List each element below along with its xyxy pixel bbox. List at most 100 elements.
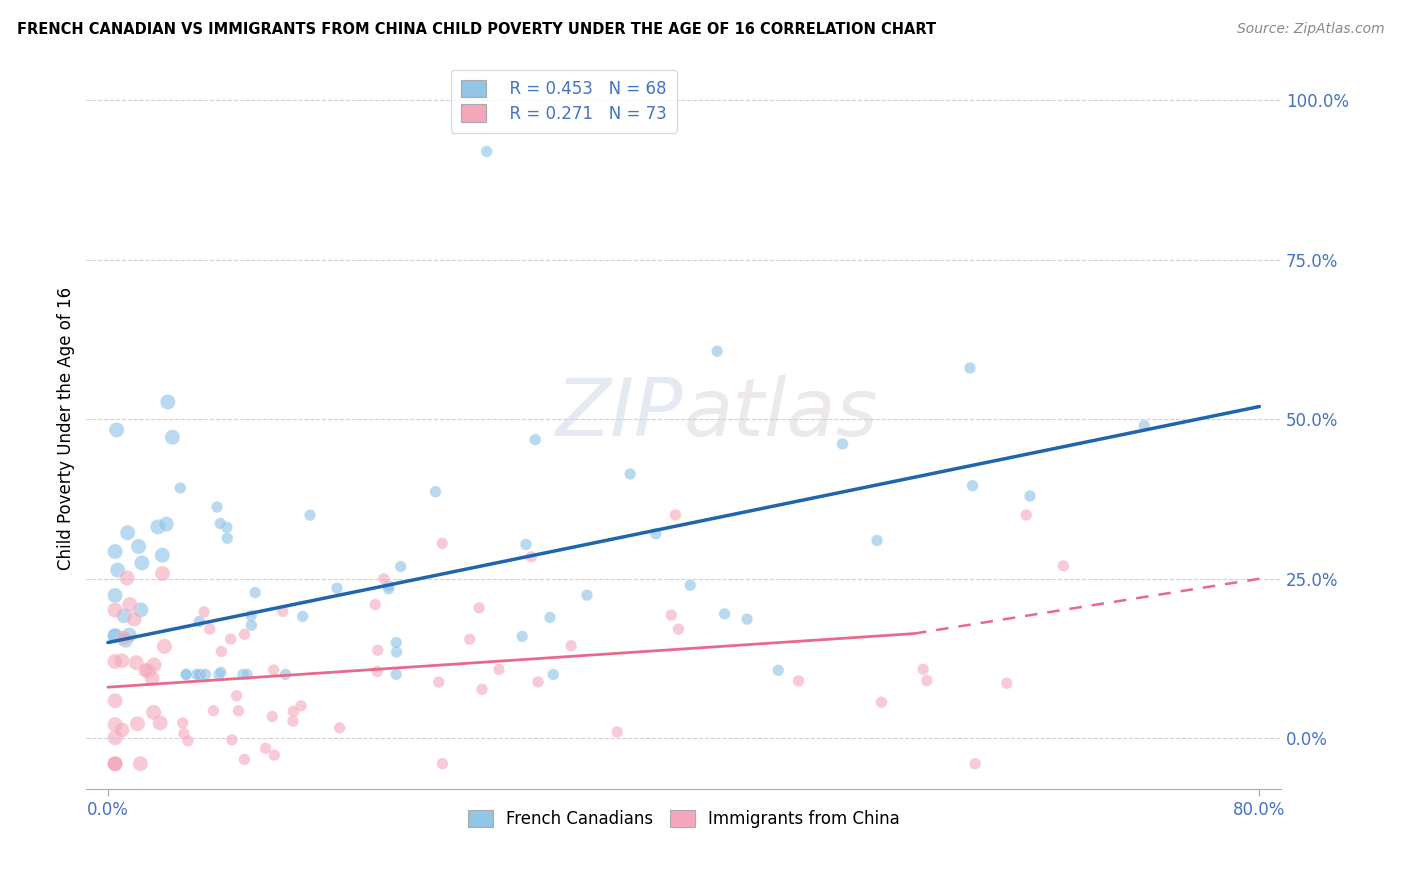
Point bbox=[104, 756, 127, 771]
Point bbox=[240, 618, 263, 632]
Point bbox=[169, 481, 191, 495]
Point bbox=[233, 752, 256, 766]
Text: atlas: atlas bbox=[683, 376, 879, 453]
Point bbox=[1019, 489, 1042, 503]
Point bbox=[915, 673, 938, 688]
Point bbox=[172, 715, 194, 730]
Point bbox=[129, 756, 152, 771]
Point bbox=[104, 603, 127, 617]
Point bbox=[377, 582, 399, 596]
Point bbox=[520, 549, 543, 564]
Point bbox=[104, 589, 127, 603]
Point bbox=[385, 645, 408, 659]
Point bbox=[965, 756, 987, 771]
Point bbox=[208, 667, 231, 681]
Point bbox=[104, 654, 127, 668]
Point bbox=[1133, 418, 1156, 433]
Point bbox=[141, 671, 163, 685]
Point bbox=[209, 644, 232, 658]
Point bbox=[142, 706, 165, 720]
Point bbox=[271, 604, 294, 618]
Point bbox=[527, 674, 550, 689]
Point bbox=[118, 628, 141, 642]
Point bbox=[560, 639, 582, 653]
Point bbox=[326, 581, 349, 595]
Point bbox=[524, 433, 547, 447]
Point bbox=[254, 741, 277, 756]
Point bbox=[263, 748, 285, 763]
Point bbox=[912, 662, 935, 676]
Point bbox=[290, 698, 312, 713]
Point bbox=[122, 612, 145, 626]
Point bbox=[112, 631, 135, 645]
Point bbox=[735, 612, 758, 626]
Point bbox=[153, 640, 176, 654]
Point bbox=[193, 605, 215, 619]
Point bbox=[427, 675, 450, 690]
Legend: French Canadians, Immigrants from China: French Canadians, Immigrants from China bbox=[461, 804, 907, 835]
Point bbox=[105, 423, 128, 437]
Point bbox=[186, 667, 208, 681]
Point bbox=[188, 615, 211, 629]
Point bbox=[866, 533, 889, 548]
Point bbox=[432, 536, 454, 550]
Point bbox=[281, 714, 304, 728]
Point bbox=[664, 508, 686, 522]
Point bbox=[131, 556, 153, 570]
Point bbox=[367, 643, 389, 657]
Point bbox=[263, 663, 285, 677]
Point bbox=[471, 682, 494, 697]
Point bbox=[575, 588, 598, 602]
Point bbox=[644, 526, 666, 541]
Point bbox=[205, 500, 228, 514]
Point bbox=[232, 667, 254, 681]
Point bbox=[135, 663, 157, 677]
Point bbox=[209, 665, 232, 680]
Point bbox=[768, 663, 790, 677]
Point bbox=[219, 632, 242, 646]
Point bbox=[619, 467, 641, 481]
Point bbox=[155, 517, 177, 532]
Point bbox=[173, 726, 195, 740]
Point bbox=[373, 572, 395, 586]
Point bbox=[225, 689, 247, 703]
Point bbox=[162, 430, 184, 444]
Point bbox=[606, 725, 628, 739]
Point bbox=[209, 516, 232, 531]
Point bbox=[104, 629, 127, 643]
Point bbox=[425, 484, 447, 499]
Point bbox=[111, 723, 134, 737]
Point bbox=[679, 578, 702, 592]
Point bbox=[488, 662, 510, 676]
Point bbox=[146, 520, 169, 534]
Point bbox=[274, 667, 297, 681]
Point bbox=[538, 610, 561, 624]
Point bbox=[959, 361, 981, 376]
Point bbox=[228, 704, 250, 718]
Point bbox=[117, 525, 139, 540]
Point bbox=[194, 667, 217, 681]
Point bbox=[127, 716, 149, 731]
Point bbox=[152, 566, 174, 581]
Point bbox=[543, 667, 565, 681]
Point bbox=[221, 732, 243, 747]
Point bbox=[104, 544, 127, 558]
Point bbox=[104, 694, 127, 708]
Point bbox=[1015, 508, 1038, 522]
Point bbox=[174, 667, 197, 681]
Point bbox=[202, 704, 225, 718]
Point bbox=[112, 608, 135, 623]
Point bbox=[713, 607, 735, 621]
Text: ZIP: ZIP bbox=[557, 376, 683, 453]
Point bbox=[364, 598, 387, 612]
Point bbox=[291, 609, 314, 624]
Point bbox=[787, 673, 810, 688]
Point bbox=[962, 478, 984, 492]
Point bbox=[143, 657, 166, 672]
Point bbox=[188, 667, 211, 681]
Point bbox=[177, 734, 200, 748]
Point bbox=[104, 756, 127, 771]
Point bbox=[659, 608, 682, 623]
Point bbox=[283, 705, 305, 719]
Point bbox=[262, 709, 284, 723]
